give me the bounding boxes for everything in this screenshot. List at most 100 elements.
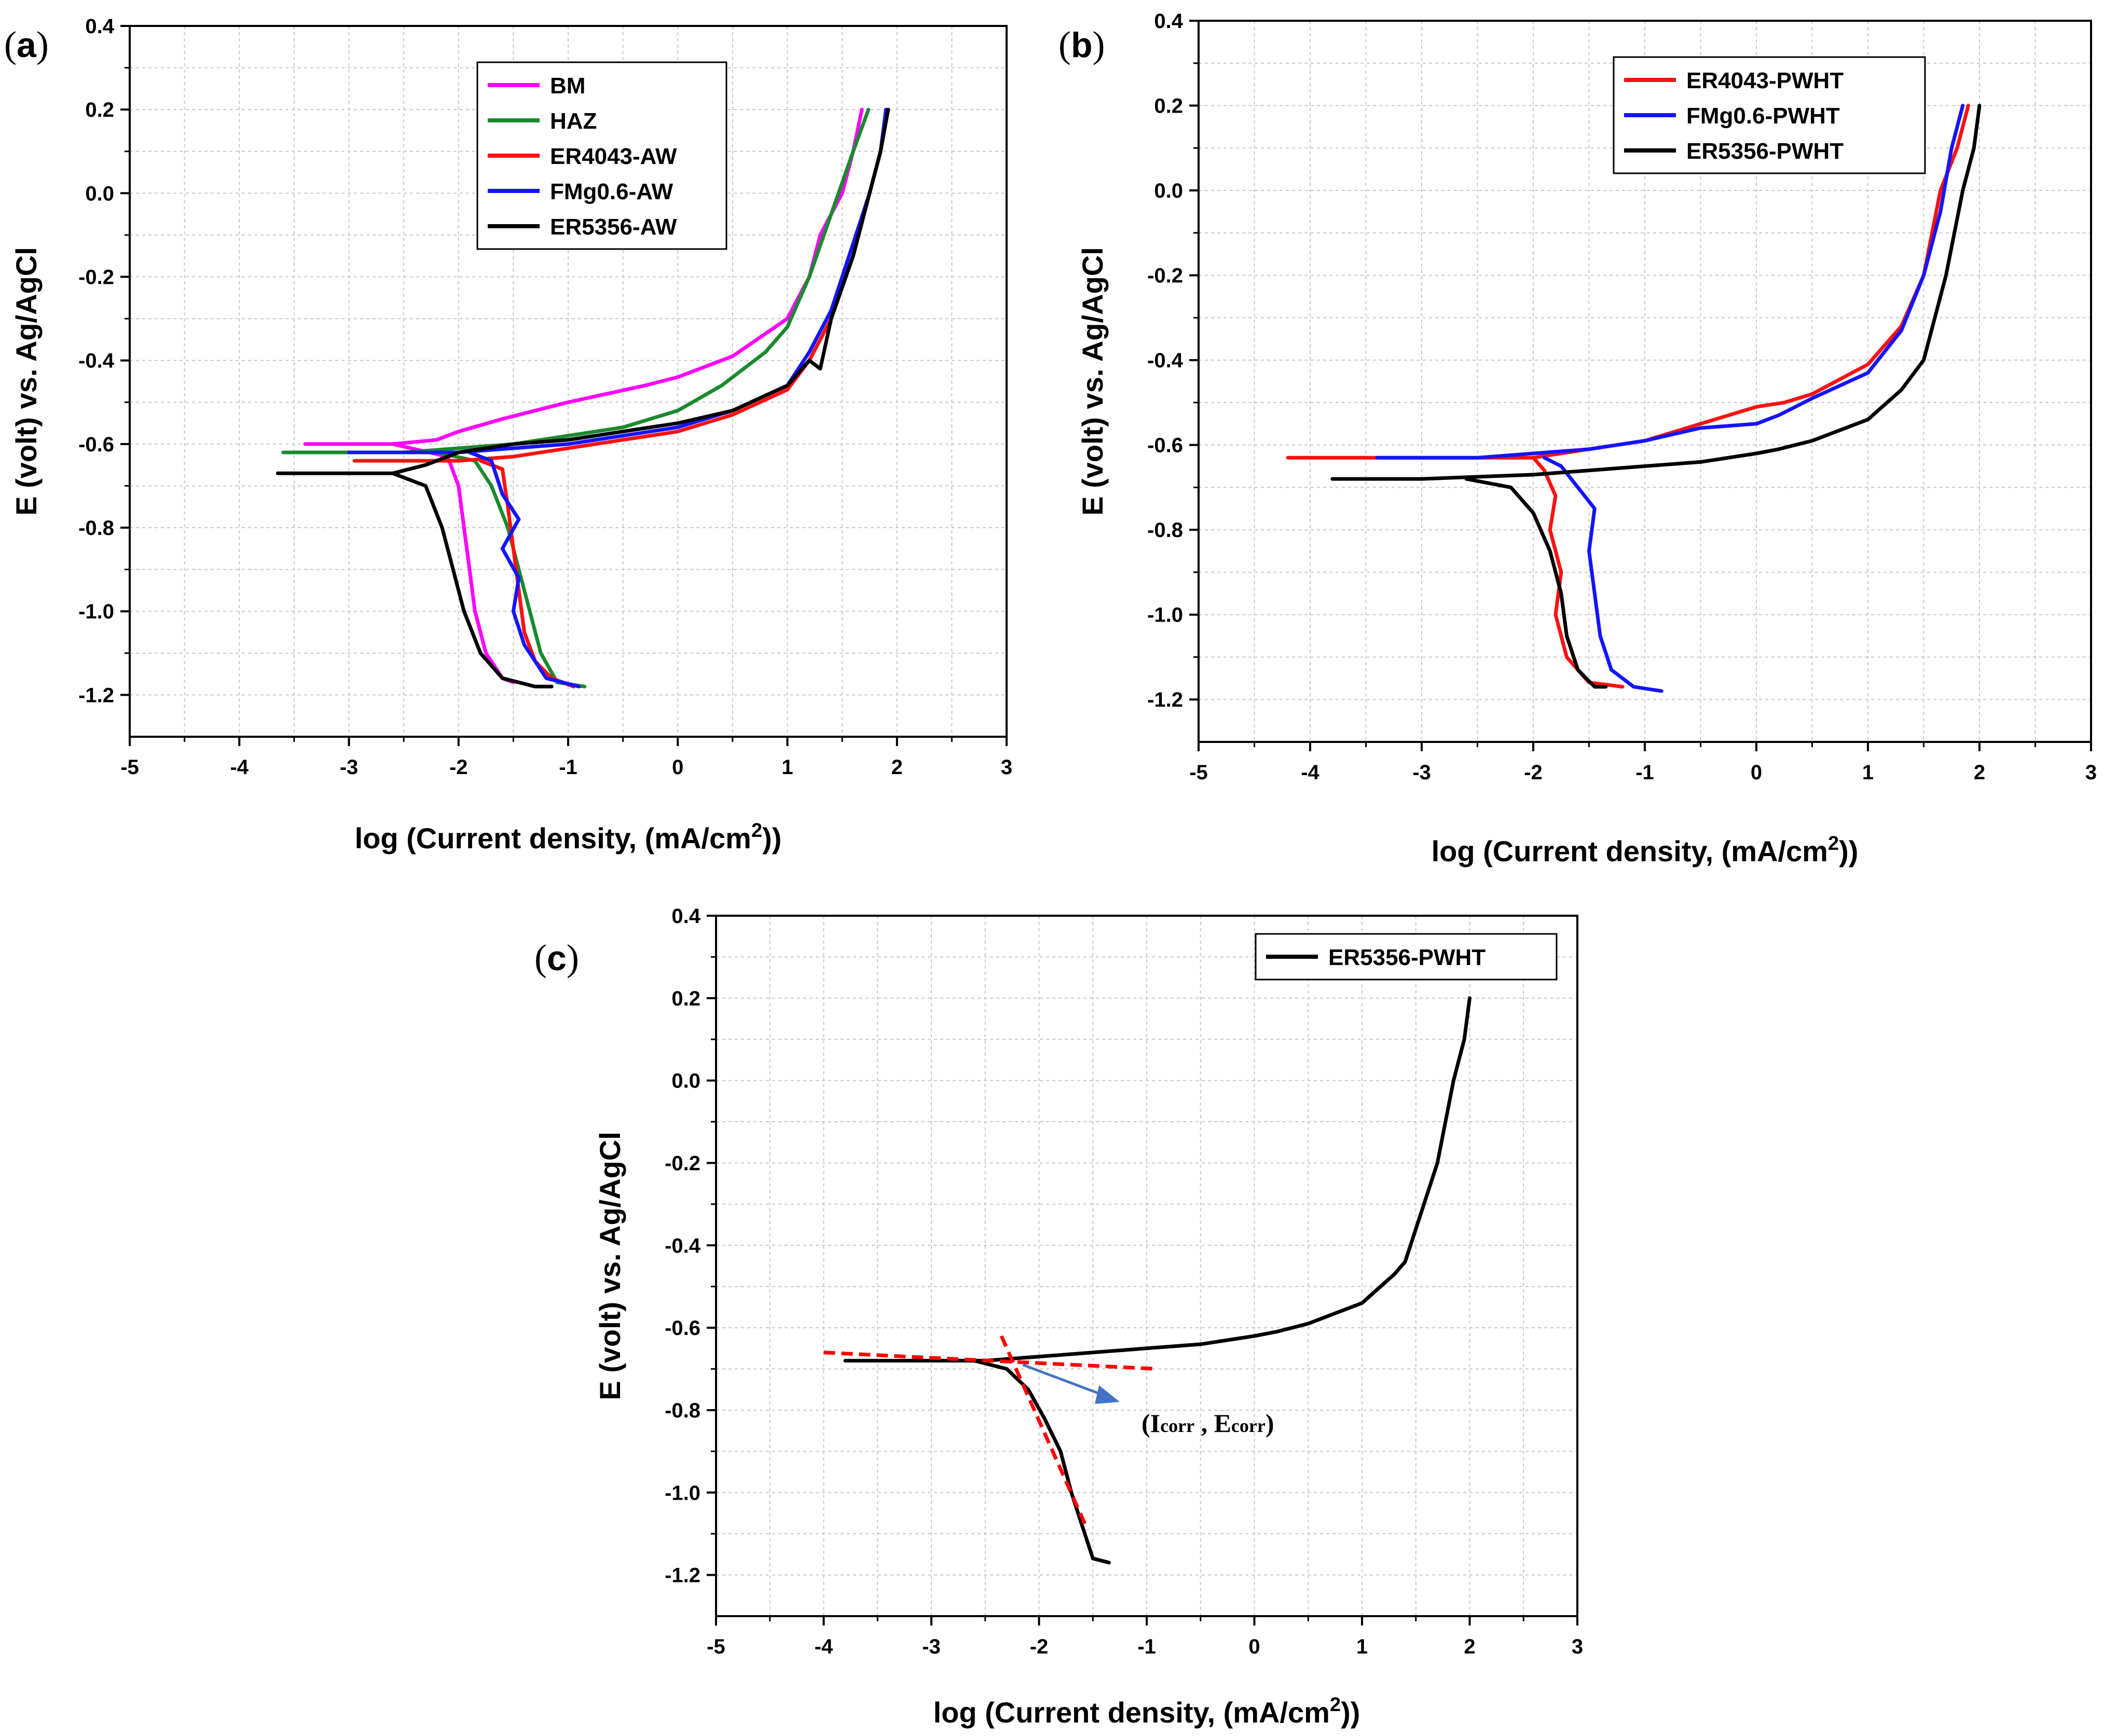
series-line-cathodic: [435, 450, 587, 688]
panel-label-close: ): [567, 937, 579, 979]
x-axis-label-sup: 2: [751, 820, 762, 842]
x-axis-label: log (Current density, (mA/cm2)): [933, 1694, 1360, 1729]
y-tick-label: -0.8: [78, 517, 114, 540]
x-tick-label: -3: [922, 1635, 941, 1658]
x-tick-label: -1: [559, 756, 577, 779]
panel-label: (c): [534, 937, 579, 979]
legend-label: ER5356-AW: [550, 214, 677, 240]
anodic-tafel-fit: [823, 1351, 1158, 1371]
x-tick-label: -5: [120, 756, 139, 779]
annotation-sep: ,: [1194, 1409, 1214, 1438]
y-tick-label: -0.4: [665, 1234, 701, 1257]
legend: BM HAZ ER4043-AW FMg0.6-AW ER5356-AW: [476, 61, 727, 250]
x-tick-label: -2: [1524, 761, 1543, 784]
x-tick-label: -3: [1412, 761, 1431, 784]
legend-label: ER5356-PWHT: [1328, 945, 1486, 970]
series-line-cathodic: [1531, 456, 1625, 689]
y-tick-label: 0.0: [1154, 180, 1183, 202]
y-tick-label: -0.8: [1147, 519, 1183, 542]
annotation-i-main: I: [1150, 1409, 1160, 1438]
x-tick-label: 1: [781, 756, 793, 779]
x-axis-label-end: )): [762, 822, 781, 855]
chart-panel-b: -5 -4 -3 -2 -1 0 1 2 3 -1.2 -1.0 -0.8 -0.6 -0.4 -0.2 0.…: [1058, 10, 2097, 867]
x-axis-label-main: log (Current density, (mA/cm: [355, 822, 751, 855]
legend-box: [1613, 56, 1926, 174]
y-tick-label: -0.4: [1147, 349, 1184, 372]
panel-label: (b): [1058, 24, 1105, 65]
y-tick-label: -1.0: [1147, 604, 1183, 627]
x-tick-label: 0: [1248, 1635, 1260, 1658]
series-line-cathodic: [467, 450, 581, 688]
y-tick-label: -0.2: [665, 1152, 700, 1175]
legend-label: FMg0.6-AW: [550, 179, 673, 204]
legend: ER5356-PWHT: [1255, 933, 1558, 981]
x-tick-label: 3: [2085, 761, 2097, 784]
x-tick-label: -5: [1189, 761, 1208, 784]
x-tick-label: -2: [1030, 1635, 1049, 1658]
x-tick-label: 2: [891, 756, 903, 779]
panel-label-open: (: [4, 24, 17, 65]
y-axis-label: E (volt) vs. Ag/AgCl: [10, 247, 43, 516]
y-axis-label: E (volt) vs. Ag/AgCl: [594, 1132, 626, 1400]
legend-label: ER4043-AW: [550, 144, 677, 169]
x-axis-label-sup: 2: [1330, 1694, 1341, 1716]
panel-label-letter: c: [547, 939, 567, 978]
x-axis-label-sup: 2: [1828, 833, 1839, 855]
x-axis-label: log (Current density, (mA/cm2)): [1432, 833, 1859, 867]
y-tick-label: -0.2: [78, 266, 114, 289]
x-tick-label: -3: [340, 756, 359, 779]
series-group: [276, 107, 890, 688]
y-tick-label: -0.6: [1147, 434, 1183, 457]
x-tick-label: 2: [1974, 761, 1985, 784]
x-tick-label: -5: [707, 1635, 725, 1658]
legend-label: FMg0.6-PWHT: [1686, 103, 1840, 129]
x-tick-label: -1: [1137, 1635, 1156, 1658]
panel-label-close: ): [36, 24, 49, 65]
panel-label-letter: a: [17, 25, 37, 65]
annotation-arrow-line: [1022, 1363, 1111, 1399]
legend-label: ER5356-PWHT: [1686, 139, 1844, 164]
y-tick-label: -1.0: [665, 1482, 700, 1505]
annotation-arrow-head: [1095, 1385, 1120, 1404]
y-tick-label: 0.4: [1154, 10, 1183, 33]
y-tick-label: -0.4: [78, 350, 115, 373]
series-group: [843, 996, 1472, 1565]
y-tick-label: -0.2: [1147, 265, 1183, 287]
x-axis-label-end: )): [1341, 1696, 1360, 1729]
y-tick-label: -0.6: [78, 433, 114, 456]
y-tick-label: 0.0: [85, 182, 114, 205]
y-tick-label: -0.6: [665, 1317, 700, 1340]
y-tick-label: 0.4: [671, 905, 700, 928]
x-tick-label: 3: [1572, 1635, 1583, 1658]
x-axis-label-main: log (Current density, (mA/cm: [1432, 835, 1828, 867]
x-tick-label: 2: [1464, 1635, 1475, 1658]
panel-label-letter: b: [1071, 25, 1093, 65]
y-tick-label: 0.2: [85, 99, 114, 121]
y-tick-label: -1.0: [78, 600, 114, 623]
panel-label-open: (: [534, 937, 547, 979]
y-tick-label: -1.2: [78, 684, 114, 707]
legend: ER4043-PWHT FMg0.6-PWHT ER5356-PWHT: [1613, 56, 1926, 174]
series-line-cathodic: [391, 471, 554, 688]
chart-panel-c: -5 -4 -3 -2 -1 0 1 2 3 -1.2 -1.0 -0.8 -0.6 -0.4 -0.2 0.…: [534, 905, 1583, 1729]
series-line-cathodic: [1543, 456, 1663, 693]
series-line-anodic: [276, 107, 890, 475]
legend-label: BM: [550, 73, 585, 99]
series-line-anodic: [1330, 104, 1982, 481]
annotation-open: (: [1142, 1409, 1150, 1438]
x-tick-label: 1: [1862, 761, 1874, 784]
corrosion-point-annotation: (Icorr , Ecorr): [1142, 1409, 1274, 1438]
series-group: [1286, 104, 1982, 693]
series-line-anodic: [1375, 104, 1965, 460]
x-axis-label: log (Current density, (mA/cm2)): [355, 820, 782, 855]
x-tick-label: -2: [449, 756, 468, 779]
panel-label: (a): [4, 24, 49, 65]
y-tick-label: -1.2: [665, 1564, 700, 1587]
y-tick-label: 0.2: [1154, 95, 1183, 118]
panel-label-close: ): [1093, 24, 1105, 65]
x-tick-label: 1: [1356, 1635, 1368, 1658]
x-tick-label: 0: [672, 756, 683, 779]
series-line-cathodic: [1464, 477, 1608, 689]
series-line-cathodic: [478, 459, 576, 688]
